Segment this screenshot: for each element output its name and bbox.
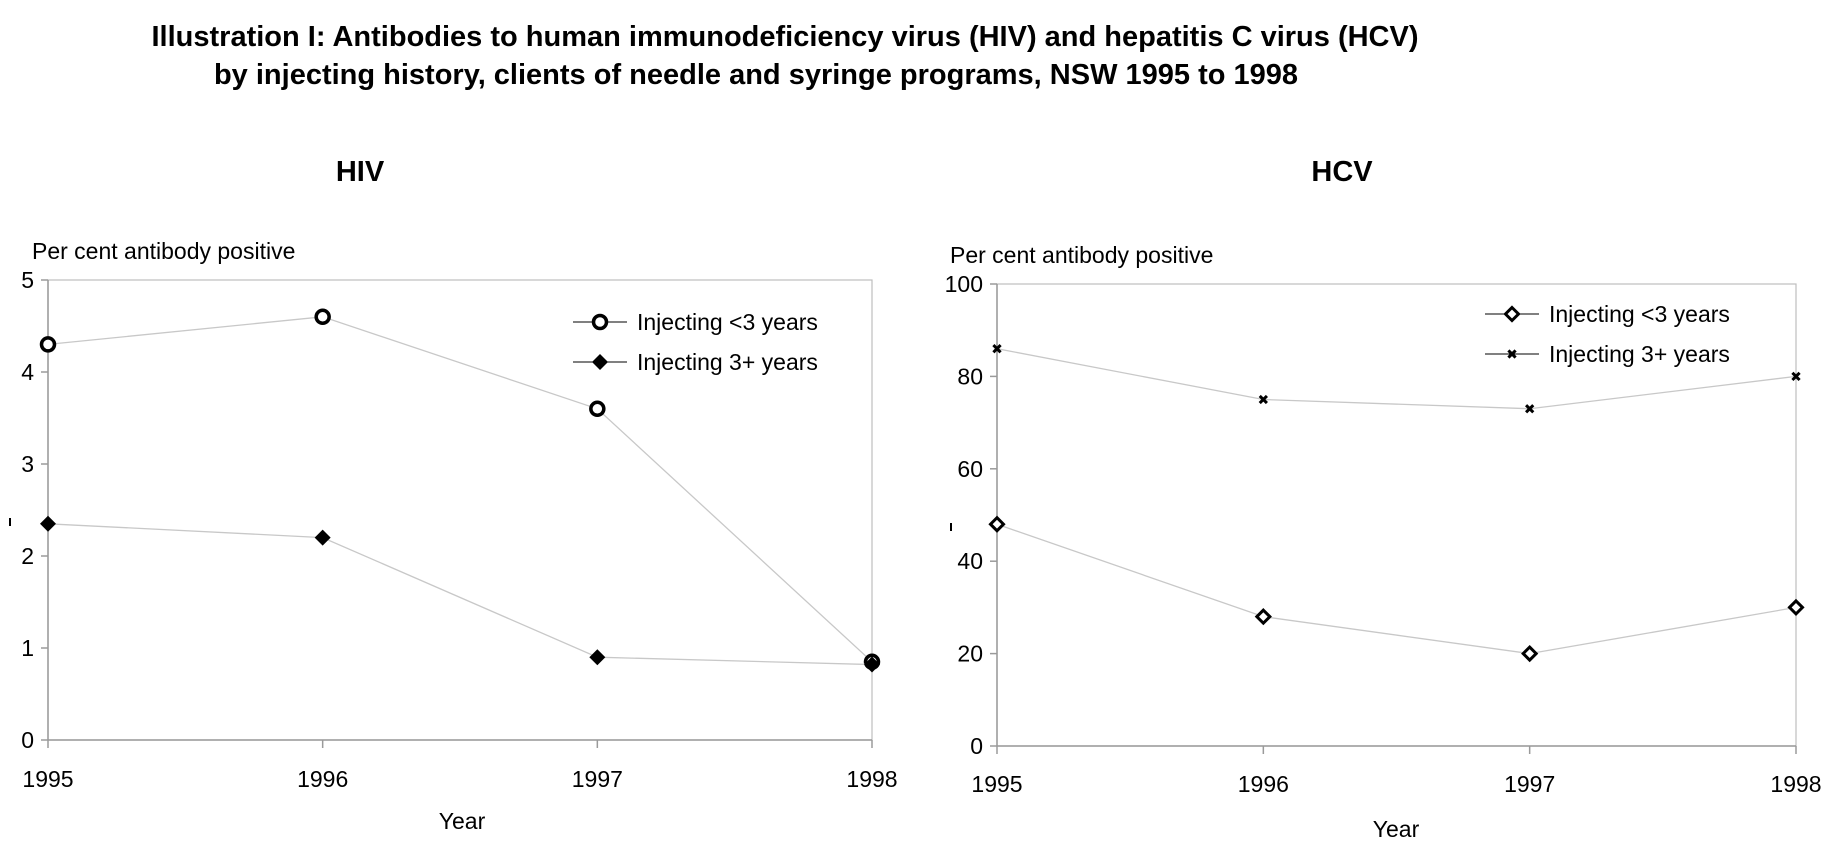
x-axis-label: Year [1373, 816, 1420, 842]
x-tick-label: 1995 [971, 771, 1022, 797]
chart-title: HIV [336, 156, 385, 188]
data-point-1 [589, 400, 606, 418]
x-tick-label: 1997 [572, 766, 623, 792]
data-point-2 [864, 656, 880, 673]
data-point-2 [1791, 371, 1801, 382]
data-point-1 [39, 336, 57, 353]
legend-item-2: Injecting 3+ years [573, 349, 818, 375]
y-axis-label: Per cent antibody positive [32, 238, 295, 264]
chart-hiv: HIV Per cent antibody positive 0 1 2 3 4 5 1995 1… [9, 156, 898, 834]
chart-hcv: HCV Per cent antibody positive 0 20 40 60 80 10… [945, 156, 1822, 842]
data-point-1 [1254, 608, 1272, 626]
legend-marker [591, 313, 609, 331]
data-point-2 [1258, 394, 1268, 405]
legend-label: Injecting 3+ years [1549, 341, 1730, 367]
y-tick-label: 0 [970, 733, 983, 759]
legend-item-2: Injecting 3+ years [1485, 341, 1730, 367]
x-tick-label: 1996 [297, 766, 348, 792]
series-line-1 [996, 523, 1797, 655]
data-point-1 [314, 308, 331, 326]
legend-marker [1507, 349, 1517, 359]
y-tick-label: 100 [945, 271, 983, 297]
x-tick-label: 1995 [22, 766, 73, 792]
figure-title-line-2: by injecting history, clients of needle … [213, 59, 1299, 91]
chart-title: HCV [1311, 156, 1373, 188]
y-tick-label: 20 [957, 641, 983, 667]
legend-item-1: Injecting <3 years [573, 309, 818, 335]
series-line-1 [47, 316, 873, 663]
y-tick-label: 5 [21, 267, 34, 293]
data-point-2 [992, 344, 1002, 354]
figure-title-line-1: Illustration I: Antibodies to human immu… [151, 21, 1419, 53]
legend-item-1: Injecting <3 years [1485, 301, 1730, 327]
data-point-2 [314, 529, 331, 546]
y-tick-label: 1 [21, 635, 34, 661]
series-line-2 [996, 348, 1797, 410]
y-tick-label: 80 [957, 363, 983, 389]
data-point-1 [1787, 598, 1805, 617]
y-axis-label: Per cent antibody positive [950, 242, 1213, 268]
x-tick-label: 1997 [1504, 771, 1555, 797]
y-tick-label: 40 [957, 548, 983, 574]
data-point-2 [1525, 404, 1535, 414]
y-tick-label: 2 [21, 543, 34, 569]
y-tick-label: 60 [957, 456, 983, 482]
legend-label: Injecting <3 years [637, 309, 818, 335]
x-axis-label: Year [439, 808, 486, 834]
legend-label: Injecting <3 years [1549, 301, 1730, 327]
data-point-2 [40, 515, 56, 532]
x-tick-label: 1998 [1770, 771, 1821, 797]
legend-marker [592, 354, 608, 370]
data-point-1 [1521, 644, 1539, 663]
data-point-1 [988, 515, 1006, 533]
y-tick-label: 3 [21, 451, 34, 477]
data-point-2 [589, 649, 606, 666]
y-tick-label: 0 [21, 727, 34, 753]
y-tick-label: 4 [21, 359, 34, 385]
figure-title: Illustration I: Antibodies to human immu… [0, 18, 1830, 94]
x-tick-label: 1996 [1238, 771, 1289, 797]
legend-marker [1503, 305, 1521, 323]
x-tick-label: 1998 [846, 766, 897, 792]
series-line-2 [47, 523, 873, 666]
legend-label: Injecting 3+ years [637, 349, 818, 375]
